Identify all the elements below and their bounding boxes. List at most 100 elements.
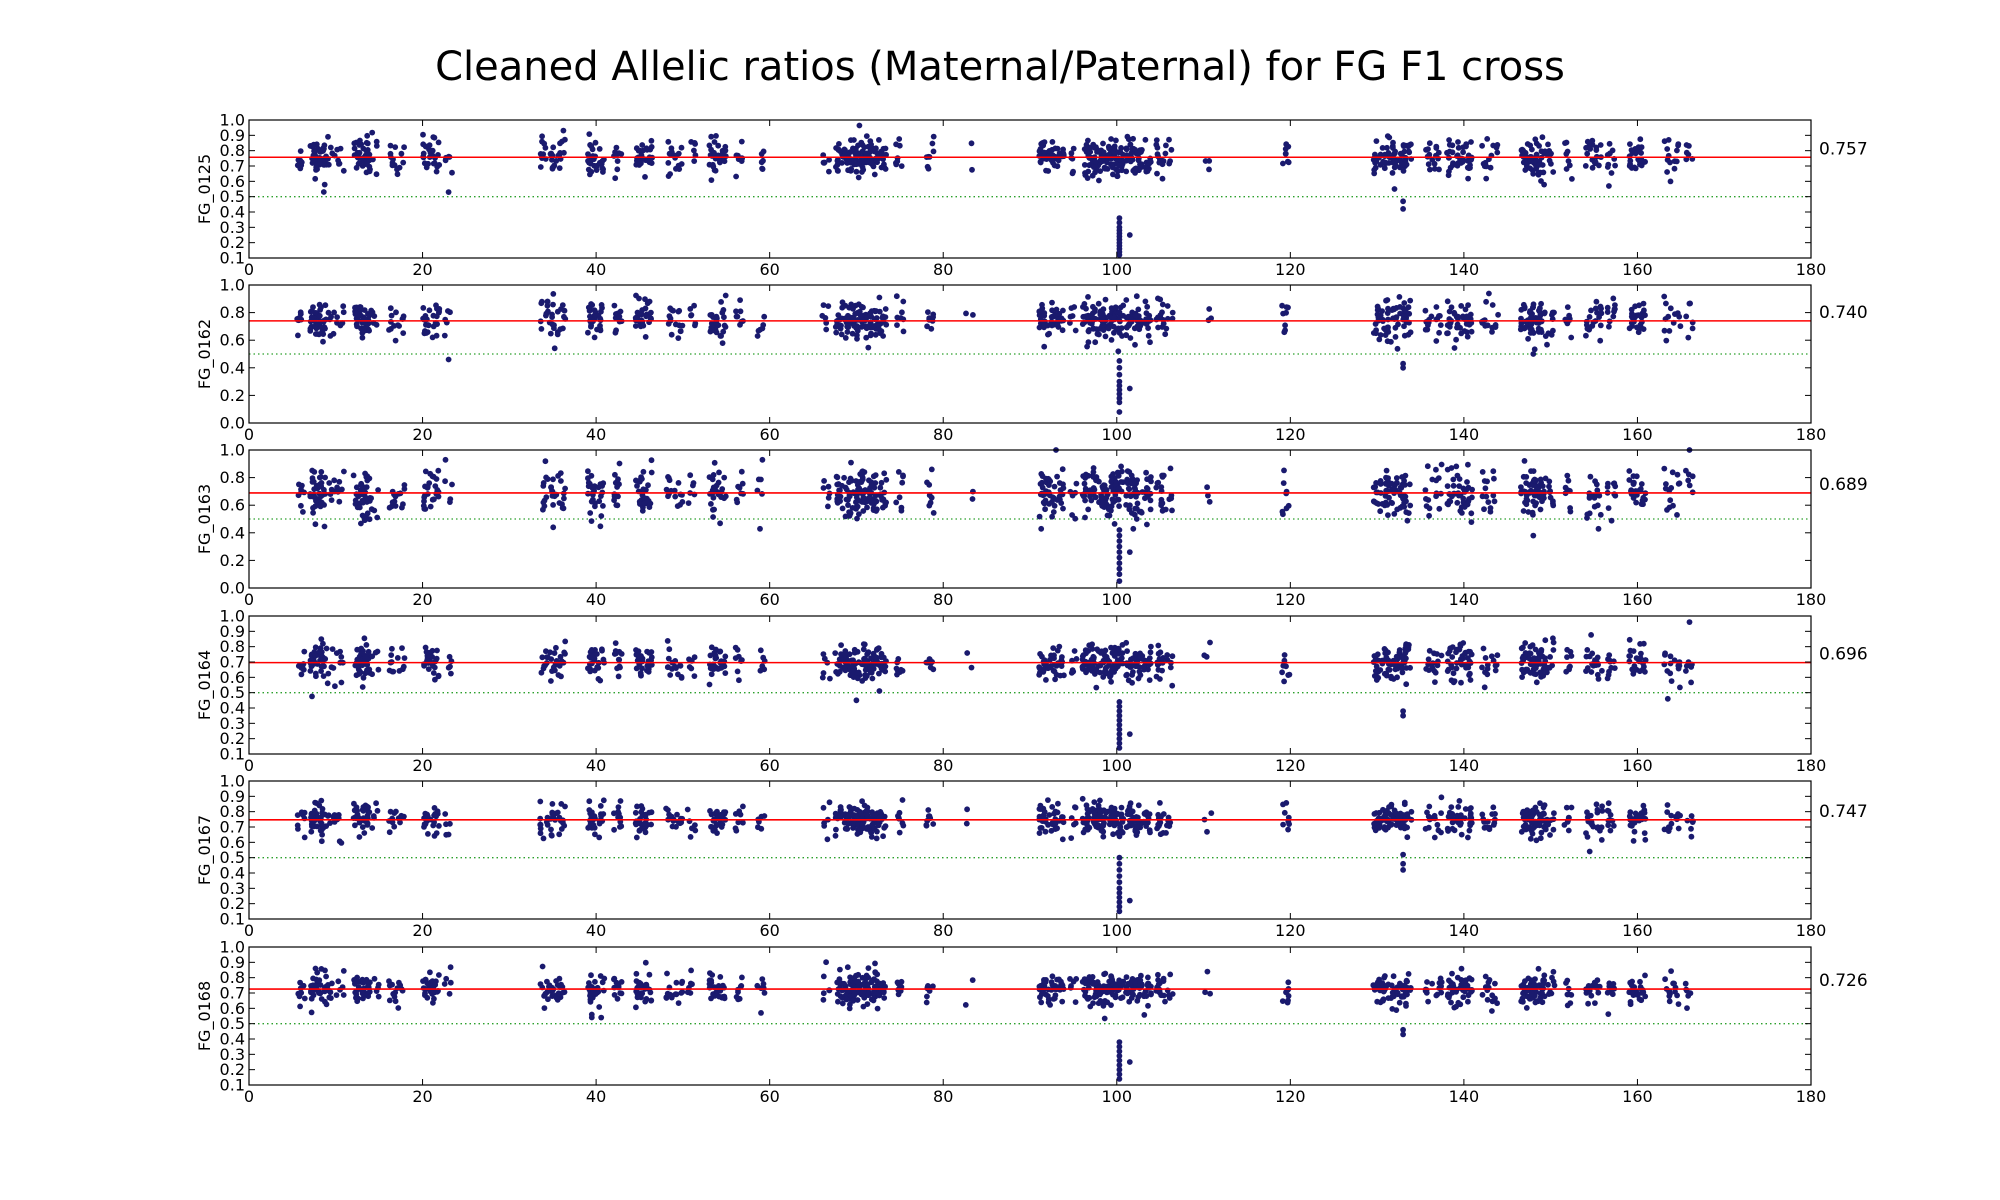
data-point bbox=[550, 664, 557, 671]
data-point bbox=[1123, 146, 1130, 153]
data-point bbox=[1281, 809, 1288, 816]
data-point bbox=[1169, 653, 1176, 660]
data-point bbox=[869, 821, 876, 828]
data-point bbox=[1281, 678, 1287, 685]
data-point bbox=[1530, 329, 1536, 335]
data-point bbox=[899, 797, 906, 803]
data-point bbox=[317, 324, 324, 330]
data-point bbox=[761, 313, 768, 320]
data-point bbox=[1393, 810, 1399, 817]
data-point bbox=[1155, 642, 1162, 649]
data-point bbox=[665, 655, 672, 662]
data-point bbox=[1531, 346, 1538, 353]
data-point bbox=[1371, 824, 1378, 831]
x-tick-label: 140 bbox=[1449, 260, 1480, 279]
x-tick-label: 60 bbox=[759, 756, 779, 775]
data-point bbox=[1453, 336, 1459, 343]
data-point bbox=[1550, 647, 1557, 653]
data-point bbox=[1597, 142, 1604, 148]
data-point bbox=[876, 670, 882, 677]
data-point bbox=[871, 171, 878, 178]
data-point bbox=[846, 651, 853, 658]
data-point bbox=[369, 309, 376, 316]
data-point bbox=[668, 145, 675, 152]
data-point bbox=[1101, 807, 1107, 814]
data-point bbox=[1538, 178, 1544, 184]
data-point bbox=[1168, 495, 1175, 502]
data-point bbox=[878, 328, 885, 335]
data-point bbox=[1594, 671, 1601, 678]
data-point bbox=[599, 647, 605, 654]
data-point bbox=[1444, 466, 1451, 473]
data-point bbox=[1167, 158, 1173, 165]
data-point bbox=[1126, 803, 1133, 810]
data-point bbox=[541, 663, 547, 669]
data-point bbox=[309, 307, 315, 314]
data-point bbox=[1286, 671, 1293, 678]
data-point bbox=[1110, 499, 1117, 505]
data-point bbox=[1130, 135, 1136, 142]
data-point bbox=[632, 809, 639, 816]
data-point bbox=[340, 309, 347, 316]
data-point bbox=[614, 166, 621, 173]
data-point bbox=[330, 665, 337, 671]
data-point bbox=[882, 145, 889, 152]
data-point bbox=[327, 820, 333, 826]
data-point bbox=[672, 493, 679, 500]
data-point bbox=[685, 500, 692, 506]
data-point bbox=[1523, 474, 1530, 480]
data-point bbox=[1036, 665, 1043, 671]
data-point bbox=[1523, 496, 1530, 502]
data-point bbox=[968, 140, 975, 147]
data-point bbox=[1059, 466, 1066, 473]
data-point bbox=[1079, 795, 1086, 802]
data-point bbox=[1529, 657, 1536, 663]
data-point bbox=[1433, 338, 1440, 344]
data-point bbox=[540, 499, 547, 506]
data-point bbox=[1132, 505, 1138, 512]
data-point bbox=[1126, 549, 1133, 555]
data-point bbox=[387, 305, 394, 312]
data-point bbox=[708, 146, 714, 153]
data-point bbox=[1106, 324, 1112, 331]
data-point bbox=[537, 798, 544, 805]
x-tick-label: 180 bbox=[1796, 260, 1827, 279]
data-point bbox=[1156, 159, 1163, 166]
data-point bbox=[1486, 824, 1493, 831]
data-point bbox=[1466, 157, 1472, 164]
data-point bbox=[640, 468, 647, 475]
data-point bbox=[642, 334, 649, 340]
data-point bbox=[1080, 304, 1086, 310]
data-point bbox=[1203, 653, 1210, 660]
data-point bbox=[848, 459, 854, 466]
data-point bbox=[1426, 505, 1433, 512]
data-point bbox=[1483, 298, 1489, 305]
data-point bbox=[1435, 149, 1442, 156]
data-point bbox=[1688, 679, 1694, 686]
data-point bbox=[1533, 679, 1540, 686]
data-point bbox=[1164, 652, 1171, 658]
data-point bbox=[1665, 313, 1672, 320]
data-point bbox=[321, 523, 328, 530]
data-point bbox=[878, 493, 884, 500]
data-point bbox=[1425, 322, 1431, 329]
mean-value-label: 0.740 bbox=[1819, 303, 1868, 323]
data-point bbox=[1068, 305, 1075, 311]
data-point bbox=[1114, 496, 1121, 503]
data-point bbox=[1047, 656, 1053, 663]
data-point bbox=[1445, 813, 1452, 820]
data-point bbox=[1148, 474, 1154, 480]
data-point bbox=[1376, 336, 1383, 343]
data-point bbox=[340, 167, 347, 174]
data-point bbox=[870, 323, 876, 329]
data-point bbox=[1045, 664, 1051, 670]
data-point bbox=[1091, 799, 1098, 805]
data-point bbox=[1126, 486, 1133, 493]
data-point bbox=[719, 309, 726, 316]
data-point bbox=[1146, 160, 1153, 167]
data-point bbox=[1663, 300, 1669, 307]
data-point bbox=[1604, 484, 1611, 490]
data-point bbox=[832, 650, 839, 656]
data-point bbox=[759, 165, 765, 172]
data-point bbox=[1668, 485, 1675, 491]
